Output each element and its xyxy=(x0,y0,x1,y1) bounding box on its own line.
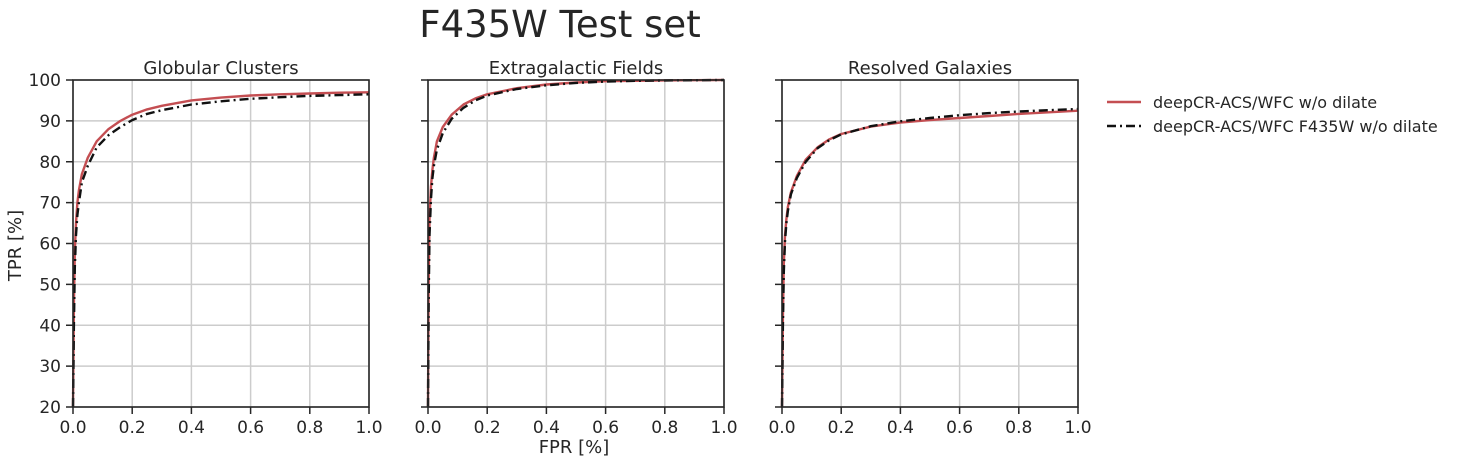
panel-3: 0.0 0.2 0.4 0.6 0.8 1.0 Resolved Galaxies xyxy=(768,58,1091,438)
x-tick-label: 0.8 xyxy=(1005,418,1032,438)
y-tick-label: 20 xyxy=(39,398,61,418)
x-tick-label: 0.2 xyxy=(119,418,146,438)
y-tick-label: 70 xyxy=(39,194,61,214)
y-tick-label: 30 xyxy=(39,357,61,377)
y-axis-label: TPR [%] xyxy=(5,210,26,282)
x-tick-label: 0.4 xyxy=(887,418,914,438)
x-tick-label: 1.0 xyxy=(1064,418,1091,438)
series-line-f435w xyxy=(780,107,1079,408)
panel-title: Extragalactic Fields xyxy=(489,58,664,79)
legend-label: deepCR-ACS/WFC w/o dilate xyxy=(1153,93,1377,112)
x-tick-label: 1.0 xyxy=(355,418,382,438)
x-tick-label: 0.2 xyxy=(474,418,501,438)
y-tick-label: 50 xyxy=(39,275,61,295)
x-tick-label: 0.0 xyxy=(414,418,441,438)
legend: deepCR-ACS/WFC w/o dilate deepCR-ACS/WFC … xyxy=(1107,93,1438,136)
figure-title: F435W Test set xyxy=(419,3,700,46)
x-tick-label: 0.4 xyxy=(533,418,560,438)
x-tick-label: 0.6 xyxy=(946,418,973,438)
y-tick-label: 40 xyxy=(39,316,61,336)
series-line-f435w xyxy=(426,78,725,408)
y-tick-label: 100 xyxy=(29,71,61,91)
series-line-baseline xyxy=(780,109,1079,408)
series-line-f435w xyxy=(71,93,370,408)
series-line-baseline xyxy=(71,91,370,408)
y-tick-label: 90 xyxy=(39,112,61,132)
legend-label: deepCR-ACS/WFC F435W w/o dilate xyxy=(1153,117,1438,136)
x-tick-label: 0.0 xyxy=(59,418,86,438)
x-tick-label: 0.6 xyxy=(237,418,264,438)
y-tick-label: 80 xyxy=(39,153,61,173)
x-tick-label: 0.6 xyxy=(592,418,619,438)
panel-title: Globular Clusters xyxy=(143,58,298,79)
legend-item: deepCR-ACS/WFC F435W w/o dilate xyxy=(1107,117,1438,136)
x-axis-label: FPR [%] xyxy=(539,437,610,458)
x-tick-label: 0.8 xyxy=(296,418,323,438)
x-tick-label: 0.2 xyxy=(828,418,855,438)
panel-title: Resolved Galaxies xyxy=(848,58,1012,79)
panel-1: 0.0 0.2 0.4 0.6 0.8 1.0 20 30 40 50 60 70 80 90 100 Glo… xyxy=(29,58,383,438)
panel-2: 0.0 0.2 0.4 0.6 0.8 1.0 Extragalactic Fields xyxy=(414,58,737,438)
panels-group: 0.0 0.2 0.4 0.6 0.8 1.0 20 30 40 50 60 70 80 90 100 Glo… xyxy=(5,58,1092,458)
x-tick-label: 0.4 xyxy=(178,418,205,438)
legend-item: deepCR-ACS/WFC w/o dilate xyxy=(1107,93,1377,112)
x-tick-label: 1.0 xyxy=(710,418,737,438)
x-tick-label: 0.0 xyxy=(768,418,795,438)
x-tick-label: 0.8 xyxy=(651,418,678,438)
y-tick-label: 60 xyxy=(39,235,61,255)
